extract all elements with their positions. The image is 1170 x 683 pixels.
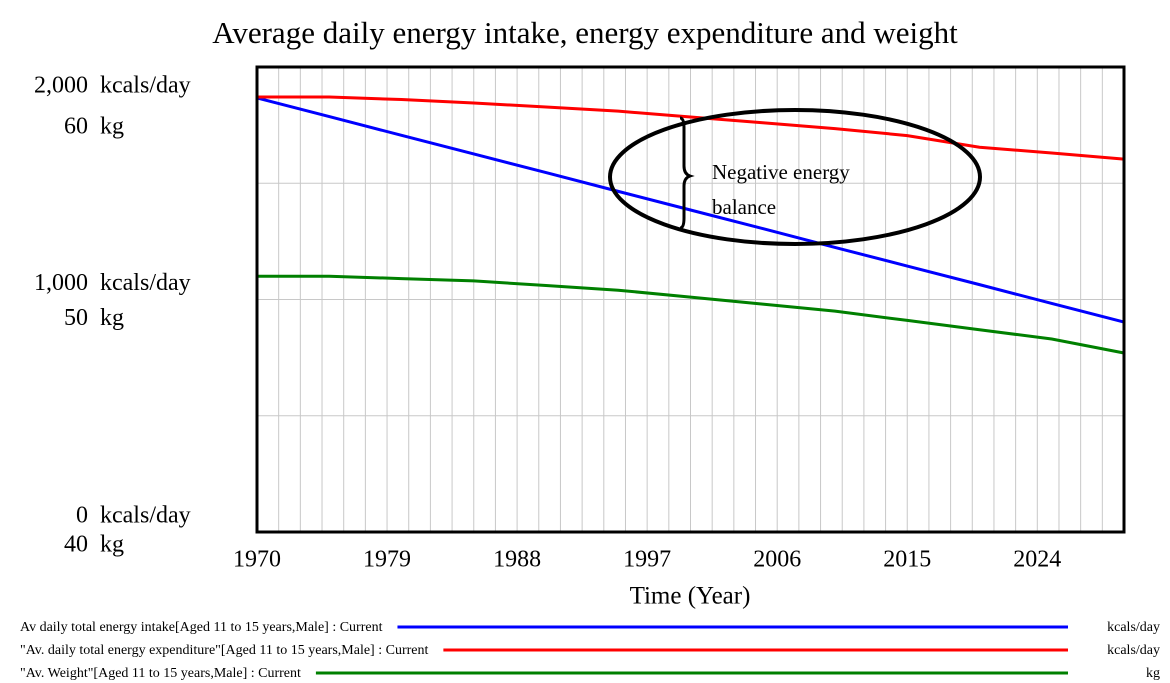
legend-unit: kcals/day <box>1107 620 1160 635</box>
y2-tick-label: 40 <box>64 532 88 558</box>
x-axis-label: Time (Year) <box>630 583 751 610</box>
y-tick-label: 2,000 <box>34 73 88 99</box>
legend-label: "Av. daily total energy expenditure"[Age… <box>20 643 428 658</box>
x-tick-label: 2024 <box>1013 547 1061 573</box>
y2-tick-label: 60 <box>64 114 88 140</box>
annotation-text: Negative energy <box>712 160 850 184</box>
annotation-text: balance <box>712 195 776 219</box>
x-tick-label: 1979 <box>363 547 411 573</box>
y-tick-label: 0 <box>76 503 88 529</box>
series-line <box>257 95 1125 161</box>
legend-label: Av daily total energy intake[Aged 11 to … <box>20 620 383 635</box>
x-tick-label: 2015 <box>883 547 931 573</box>
x-tick-label: 2006 <box>753 547 801 573</box>
y-axis-unit: kcals/day <box>100 270 191 296</box>
y2-axis-unit: kg <box>100 114 124 140</box>
annotation-ellipse <box>608 108 982 246</box>
plot-frame <box>255 65 1126 534</box>
series-line <box>256 96 1125 324</box>
x-tick-label: 1997 <box>623 547 671 573</box>
x-tick-label: 1988 <box>493 547 541 573</box>
legend-unit: kcals/day <box>1107 643 1160 658</box>
legend-label: "Av. Weight"[Aged 11 to 15 years,Male] :… <box>20 666 301 681</box>
legend-unit: kg <box>1146 666 1160 681</box>
series-line <box>257 274 1125 355</box>
y-axis-unit: kcals/day <box>100 73 191 99</box>
y-tick-label: 1,000 <box>34 270 88 296</box>
y-axis-unit: kcals/day <box>100 503 191 529</box>
y2-axis-unit: kg <box>100 532 124 558</box>
x-tick-label: 1970 <box>233 547 281 573</box>
y2-axis-unit: kg <box>100 305 124 331</box>
y2-tick-label: 50 <box>64 305 88 331</box>
annotation-brace <box>679 116 695 230</box>
chart-title: Average daily energy intake, energy expe… <box>212 15 958 50</box>
